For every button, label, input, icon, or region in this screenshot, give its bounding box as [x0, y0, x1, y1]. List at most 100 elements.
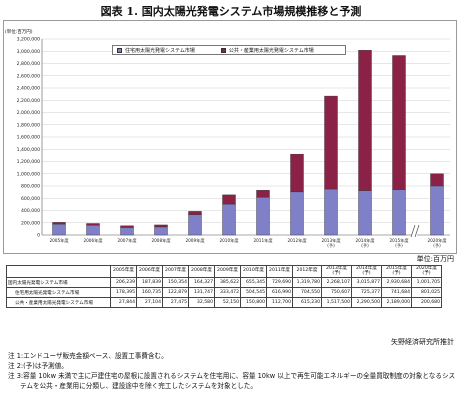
- table-cell: 729,690: [266, 277, 293, 288]
- y-tick-label: 1,800,000: [17, 122, 40, 128]
- table-unit-note: 単位:百万円: [416, 255, 454, 263]
- footnotes: 注 1:エンドユーザ販売金額ベース、設置工事費含む。 注 2:(予)は予測値。 …: [8, 351, 458, 391]
- table-cell: 178,395: [110, 287, 137, 298]
- table-row: 公共・産業用太陽光発電システム市場 27,844 27,104 27,475 32,58…: [6, 297, 442, 308]
- bar-industrial: [222, 194, 236, 205]
- table-row-label: 公共・産業用太陽光発電システム市場: [6, 297, 111, 308]
- table-column-header: 2015年度 (予): [381, 265, 412, 278]
- table-cell: 615,230: [292, 297, 322, 308]
- bar-residential: [256, 197, 270, 236]
- table-cell: 2,189,000: [381, 297, 412, 308]
- bar-residential: [86, 224, 100, 236]
- x-tick-label: 2010年度: [219, 237, 239, 244]
- axis-break-gap: [412, 225, 417, 237]
- table-cell: 616,990: [266, 287, 293, 298]
- table-cell: 385,622: [214, 277, 241, 288]
- table-cell: 2,290,500: [351, 297, 382, 308]
- table-cell: 150,354: [162, 277, 189, 288]
- axis-break-mark: [414, 224, 420, 238]
- x-tick-label: 2006年度: [83, 237, 103, 244]
- bar-industrial: [256, 190, 270, 198]
- x-tick-label: (予): [395, 242, 403, 248]
- bar-industrial: [154, 224, 168, 228]
- table-column-header: 2011年度: [266, 265, 293, 278]
- data-table: 2005年度 2006年度 2007年度 2008年度 2009年度 2010年度 2011…: [6, 265, 442, 308]
- table-column-header: 2007年度: [162, 265, 189, 278]
- table-cell: 160,735: [136, 287, 163, 298]
- table-row-label: 住宅用太陽光発電システム市場: [6, 287, 111, 298]
- bar-industrial: [188, 211, 202, 215]
- table-cell: 2,930,684: [381, 277, 412, 288]
- bar-residential: [430, 185, 444, 236]
- table-cell: 1,517,500: [321, 297, 352, 308]
- bar-industrial: [52, 222, 66, 225]
- y-tick-label: 3,000,000: [17, 49, 40, 55]
- table-cell: 2,268,107: [321, 277, 352, 288]
- footnote-3: 注 3:容量 10kw 未満で主に戸建住宅の屋根に設置されるシステムを住宅用に、…: [8, 372, 456, 390]
- table-column-header: 2013年度 (予): [321, 265, 352, 278]
- bar-residential: [52, 223, 66, 236]
- x-tick-label: 2008年度: [151, 237, 171, 244]
- table-header-row: 2005年度 2006年度 2007年度 2008年度 2009年度 2010年度 2011…: [6, 265, 442, 278]
- table-corner-cell: [6, 265, 111, 278]
- x-tick-label: 2015年度: [389, 237, 409, 244]
- table-column-header: 2012年度: [292, 265, 322, 278]
- table-cell: 655,345: [240, 277, 267, 288]
- footnote-2: 注 2:(予)は予測値。: [8, 362, 68, 370]
- table-column-header: 2006年度: [136, 265, 163, 278]
- y-tick-label: 1,400,000: [17, 147, 40, 153]
- bar-industrial: [120, 225, 134, 228]
- x-tick-label: (予): [327, 242, 335, 248]
- x-tick-label: (予): [361, 242, 369, 248]
- bar-residential: [120, 227, 134, 236]
- table-row: 住宅用太陽光発電システム市場 178,395 160,735 122,879 131,7…: [6, 287, 442, 298]
- bar-residential: [358, 190, 372, 236]
- table-cell: 206,239: [110, 277, 137, 288]
- table-row: 国内太陽光発電システム市場 206,239 187,839 150,354 164,32…: [6, 277, 442, 288]
- y-tick-label: 2,800,000: [17, 61, 40, 67]
- x-tick-label: 2014年度: [355, 237, 375, 244]
- table-cell: 725,377: [351, 287, 382, 298]
- bar-residential: [222, 203, 236, 236]
- bar-industrial: [392, 55, 406, 190]
- bar-industrial: [358, 50, 372, 191]
- chart-area: 0 200,000 400,000 600,000 800,000 1,000,000 1,…: [3, 20, 457, 254]
- table-column-header: 2010年度: [240, 265, 267, 278]
- bar-residential: [392, 189, 406, 236]
- legend-item-industrial: 公共・産業用太陽光発電システム市場: [220, 47, 314, 54]
- x-tick-label: 2005年度: [49, 237, 69, 244]
- legend-label-industrial: 公共・産業用太陽光発電システム市場: [228, 47, 314, 54]
- x-tick-label: 2020年度: [427, 237, 447, 244]
- bar-residential: [188, 214, 202, 236]
- x-tick-label: 2009年度: [185, 237, 205, 244]
- y-tick-label: 3,200,000: [17, 37, 40, 43]
- y-tick-label: 400,000: [21, 208, 40, 214]
- y-tick-label: 1,000,000: [17, 171, 40, 177]
- table-cell: 200,680: [411, 297, 442, 308]
- table-cell: 131,747: [188, 287, 215, 298]
- table-cell: 150,800: [240, 297, 267, 308]
- footnote-1: 注 1:エンドユーザ販売金額ベース、設置工事費含む。: [8, 352, 168, 360]
- table-cell: 27,104: [136, 297, 163, 308]
- x-tick-label: 2007年度: [117, 237, 137, 244]
- table-cell: 27,475: [162, 297, 189, 308]
- table-cell: 3,015,877: [351, 277, 382, 288]
- table-cell: 741,684: [381, 287, 412, 298]
- x-tick-label: (予): [433, 242, 441, 248]
- table-cell: 112,700: [266, 297, 293, 308]
- table-cell: 704,550: [292, 287, 322, 298]
- table-column-header: 2008年度: [188, 265, 215, 278]
- table-column-header: 2014年度 (予): [351, 265, 382, 278]
- y-tick-label: 1,600,000: [17, 135, 40, 141]
- bar-industrial: [430, 173, 444, 187]
- x-tick-label: 2013年度: [321, 237, 341, 244]
- legend-label-residential: 住宅用太陽光発電システム市場: [125, 47, 195, 54]
- y-tick-label: 800,000: [21, 184, 40, 190]
- table-cell: 1,319,780: [292, 277, 322, 288]
- table-cell: 333,472: [214, 287, 241, 298]
- bar-residential: [290, 191, 304, 236]
- table-cell: 32,580: [188, 297, 215, 308]
- table-cell: 27,844: [110, 297, 137, 308]
- y-tick-label: 1,200,000: [17, 159, 40, 165]
- stacked-bar-chart: 0 200,000 400,000 600,000 800,000 1,000,000 1,…: [17, 37, 450, 248]
